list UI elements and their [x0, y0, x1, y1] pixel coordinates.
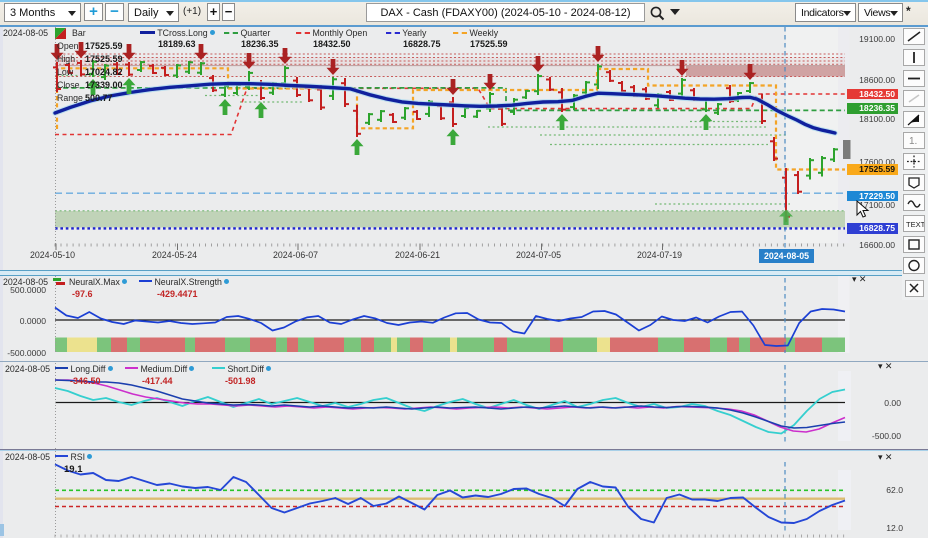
svg-text:TEXT: TEXT [906, 220, 924, 229]
svg-text:1.: 1. [909, 136, 917, 147]
